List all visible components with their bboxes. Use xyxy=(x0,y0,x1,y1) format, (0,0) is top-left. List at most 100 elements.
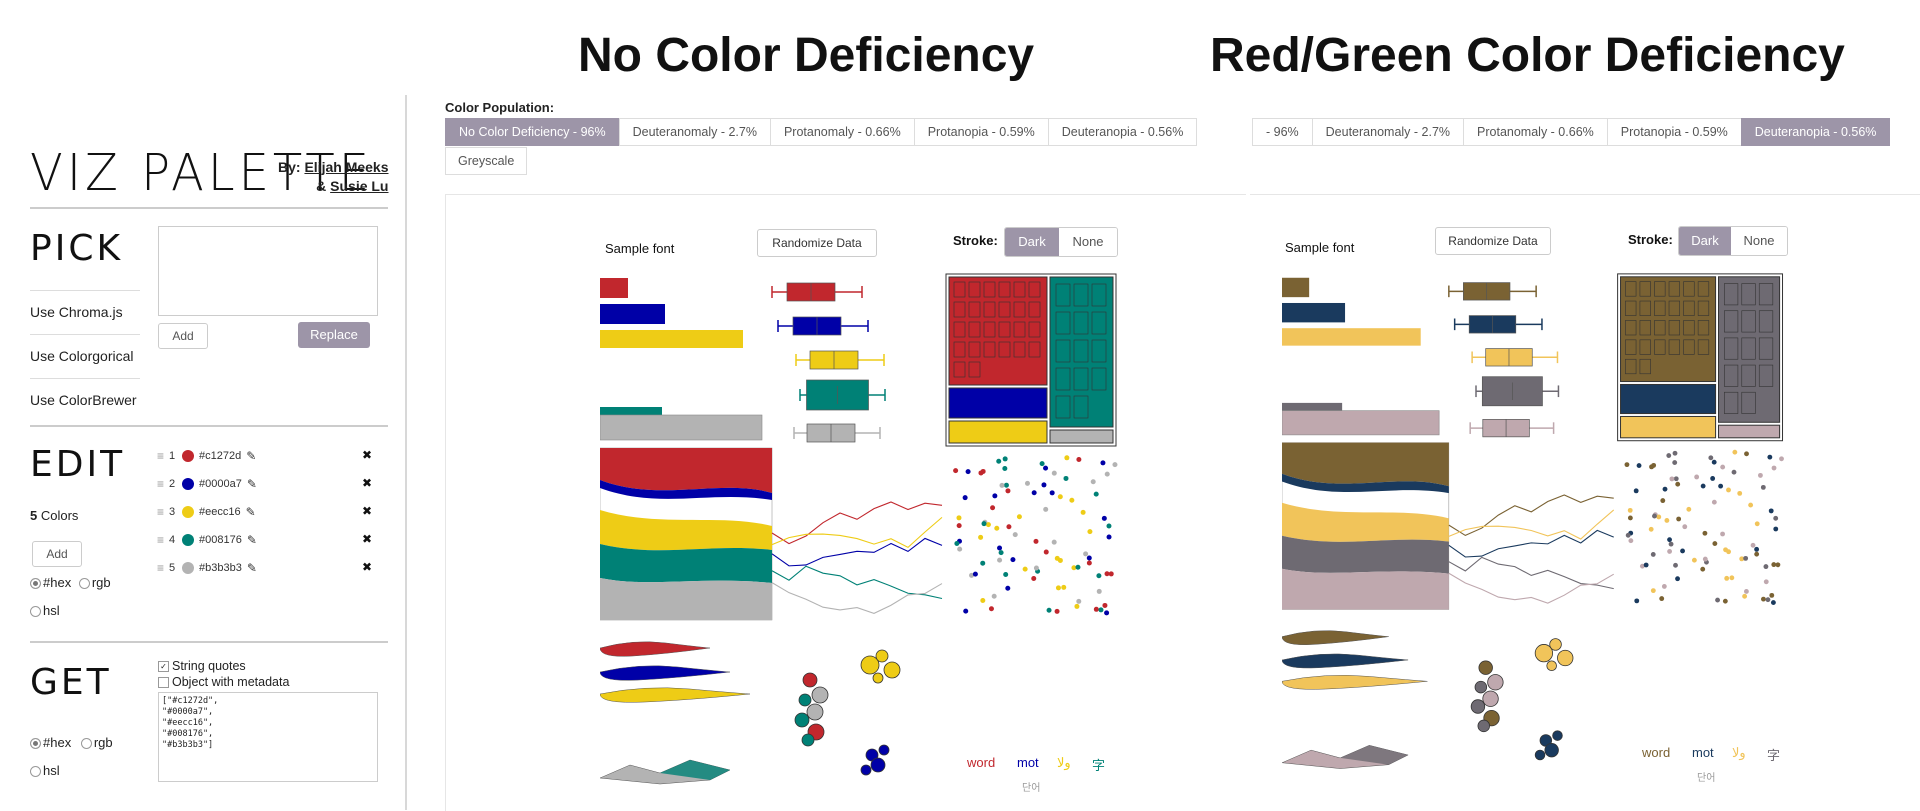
bubble-mark xyxy=(860,655,880,675)
color-row[interactable]: ≡ 2 #0000a7 ✎ xyxy=(157,474,257,494)
bubble-mark xyxy=(1544,742,1559,758)
pencil-icon[interactable]: ✎ xyxy=(246,533,257,547)
population-tab-deutan[interactable]: - 96% xyxy=(1252,118,1312,146)
drag-handle-icon[interactable]: ≡ xyxy=(157,533,165,547)
scatter-point xyxy=(1096,573,1102,579)
byline: By: Elijah Meeks & Susie Lu xyxy=(278,158,389,196)
scatter-point xyxy=(1765,597,1771,603)
scatter-point xyxy=(1691,557,1697,563)
pick-input[interactable] xyxy=(158,226,378,316)
treemap-subcell xyxy=(983,301,996,318)
violin-mark xyxy=(1282,674,1428,690)
scatter-point xyxy=(1005,585,1011,591)
population-tab-deutan[interactable]: Deuteranomaly - 2.7% xyxy=(1311,118,1464,146)
scatter-point xyxy=(1715,597,1720,603)
pencil-icon[interactable]: ✎ xyxy=(245,505,256,519)
stroke-none-button-deutan[interactable]: None xyxy=(1731,227,1787,255)
population-tab-normal[interactable]: Protanomaly - 0.66% xyxy=(769,118,914,146)
color-row[interactable]: ≡ 4 #008176 ✎ xyxy=(157,530,257,550)
sidebar-divider xyxy=(405,95,407,810)
color-swatch[interactable] xyxy=(182,534,194,546)
color-row[interactable]: ≡ 5 #b3b3b3 ✎ xyxy=(157,558,257,578)
delete-color-icon[interactable]: ✖ xyxy=(362,504,373,518)
color-row[interactable]: ≡ 1 #c1272d ✎ xyxy=(157,446,256,466)
use-colorbrewer-link[interactable]: Use ColorBrewer xyxy=(30,392,137,408)
scatter-point xyxy=(980,468,986,474)
pick-add-button[interactable]: Add xyxy=(158,323,208,349)
greyscale-tab[interactable]: Greyscale xyxy=(445,147,528,175)
pencil-icon[interactable]: ✎ xyxy=(246,561,257,575)
by-label: By: xyxy=(278,159,301,175)
treemap-subcell xyxy=(953,321,966,338)
color-swatch[interactable] xyxy=(182,506,194,518)
get-hsl-radio[interactable]: hsl xyxy=(30,763,60,778)
scatter-point xyxy=(1049,490,1055,496)
color-swatch[interactable] xyxy=(182,450,194,462)
stroke-none-button[interactable]: None xyxy=(1059,228,1117,256)
delete-color-icon[interactable]: ✖ xyxy=(362,532,373,546)
pencil-icon[interactable]: ✎ xyxy=(246,449,257,463)
population-tab-normal[interactable]: No Color Deficiency - 96% xyxy=(445,118,619,146)
treemap-subcell xyxy=(1654,339,1666,355)
treemap-subcell xyxy=(1668,320,1680,336)
area-series xyxy=(600,578,772,620)
color-swatch[interactable] xyxy=(182,562,194,574)
drag-handle-icon[interactable]: ≡ xyxy=(157,449,165,463)
delete-color-icon[interactable]: ✖ xyxy=(362,448,373,462)
area-series xyxy=(1282,568,1449,610)
author-susie-link[interactable]: Susie Lu xyxy=(330,178,389,194)
delete-color-icon[interactable]: ✖ xyxy=(362,560,373,574)
stroke-dark-button-deutan[interactable]: Dark xyxy=(1679,227,1731,255)
delete-color-icon[interactable]: ✖ xyxy=(362,476,373,490)
edit-hex-radio[interactable]: #hex xyxy=(30,575,71,590)
edit-hsl-radio[interactable]: hsl xyxy=(30,603,60,618)
get-hex-radio[interactable]: #hex xyxy=(30,735,71,750)
scatter-point xyxy=(1043,549,1049,555)
population-tab-normal[interactable]: Deuteranopia - 0.56% xyxy=(1047,118,1198,146)
treemap-subcell xyxy=(1741,283,1756,306)
color-swatch[interactable] xyxy=(182,478,194,490)
population-tab-deutan[interactable]: Protanomaly - 0.66% xyxy=(1463,118,1607,146)
scatter-point xyxy=(1051,470,1057,476)
population-tab-normal[interactable]: Deuteranomaly - 2.7% xyxy=(618,118,770,146)
treemap-subcell xyxy=(1639,320,1651,336)
string-quotes-checkbox[interactable]: ✓ String quotes xyxy=(158,659,246,673)
object-metadata-checkbox[interactable]: Object with metadata xyxy=(158,675,289,689)
word-sample: word xyxy=(1642,745,1671,760)
use-chromajs-link[interactable]: Use Chroma.js xyxy=(30,304,123,320)
population-tab-deutan[interactable]: Deuteranopia - 0.56% xyxy=(1740,118,1891,146)
drag-handle-icon[interactable]: ≡ xyxy=(157,505,165,519)
replace-button[interactable]: Replace xyxy=(298,322,370,348)
pencil-icon[interactable]: ✎ xyxy=(246,477,257,491)
use-colorgorical-link[interactable]: Use Colorgorical xyxy=(30,348,134,364)
scatter-point xyxy=(1043,506,1049,512)
randomize-data-button-deutan[interactable]: Randomize Data xyxy=(1435,227,1551,255)
scatter-point xyxy=(1739,556,1745,562)
color-hex: #0000a7 xyxy=(199,478,242,490)
stroke-dark-button[interactable]: Dark xyxy=(1005,228,1059,256)
bar-mark xyxy=(1282,328,1421,346)
population-tab-normal[interactable]: Protanopia - 0.59% xyxy=(913,118,1048,146)
scatter-point xyxy=(1711,499,1717,505)
divider xyxy=(30,207,388,209)
scatter-point xyxy=(1041,482,1047,488)
edit-add-button[interactable]: Add xyxy=(32,541,82,567)
edit-rgb-radio[interactable]: rgb xyxy=(78,575,111,590)
author-elijah-link[interactable]: Elijah Meeks xyxy=(304,159,389,175)
treemap-subcell xyxy=(1683,281,1695,297)
get-rgb-radio[interactable]: rgb xyxy=(80,735,113,750)
output-textarea[interactable]: ["#c1272d", "#0000a7", "#eecc16", "#0081… xyxy=(158,692,378,782)
drag-handle-icon[interactable]: ≡ xyxy=(157,561,165,575)
treemap-subcell xyxy=(1013,321,1026,338)
randomize-data-button[interactable]: Randomize Data xyxy=(757,229,877,257)
line-series xyxy=(1448,494,1614,537)
drag-handle-icon[interactable]: ≡ xyxy=(157,477,165,491)
treemap-subcell xyxy=(1028,301,1041,318)
scatter-point xyxy=(1627,515,1633,521)
bubble-mark xyxy=(870,757,886,773)
population-tab-deutan[interactable]: Protanopia - 0.59% xyxy=(1606,118,1741,146)
scatter-point xyxy=(1098,607,1104,613)
treemap-subcell xyxy=(953,341,966,358)
treemap-subcell xyxy=(1639,281,1651,297)
color-row[interactable]: ≡ 3 #eecc16 ✎ xyxy=(157,502,256,522)
